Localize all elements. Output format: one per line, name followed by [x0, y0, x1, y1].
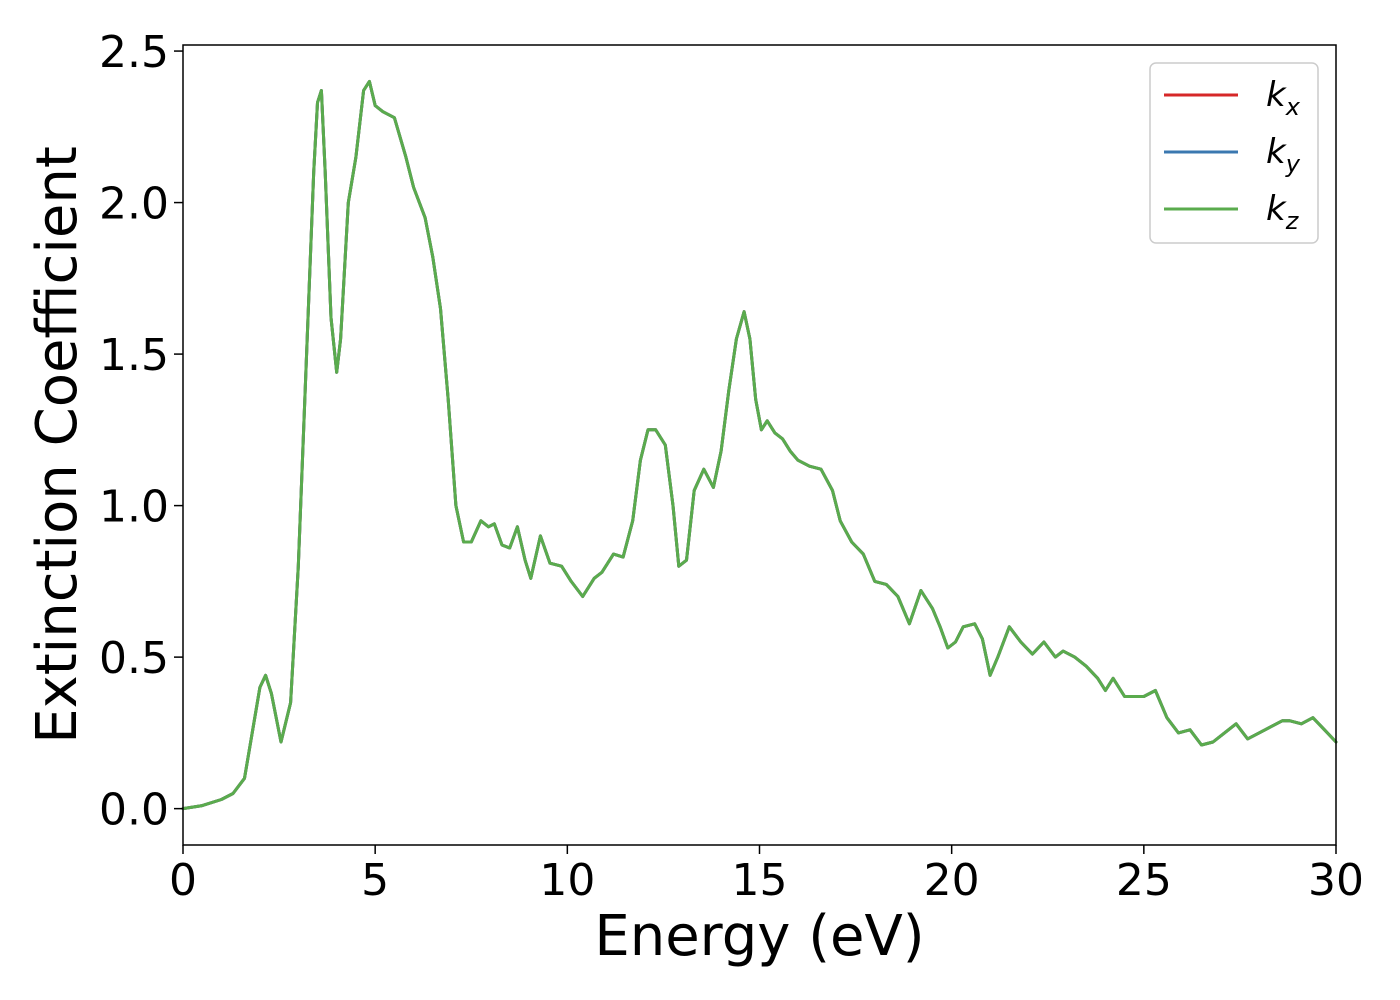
y-tick-label: 0.5 [99, 633, 169, 684]
x-axis-ticks: 0 5 10 15 20 25 30 [169, 845, 1364, 906]
x-tick-label: 5 [361, 855, 389, 906]
y-tick-label: 0.0 [99, 785, 169, 836]
series-line-kz [181, 79, 1338, 811]
x-tick-label: 15 [732, 855, 788, 906]
series-layer [181, 79, 1338, 811]
x-axis-label: Energy (eV) [594, 904, 924, 969]
y-axis-ticks: 0.0 0.5 1.0 1.5 2.0 2.5 [99, 27, 183, 836]
legend-label-base: k [1266, 189, 1287, 229]
y-tick-label: 2.5 [99, 27, 169, 78]
legend-label-base: k [1266, 132, 1287, 172]
legend-label-base: k [1266, 75, 1287, 115]
legend-label-subscript: z [1285, 207, 1300, 235]
legend-label-subscript: x [1285, 93, 1301, 121]
x-tick-label: 20 [924, 855, 980, 906]
legend-label-kx: kx [1266, 75, 1301, 121]
y-axis-label: Extinction Coefficient [25, 146, 90, 744]
x-tick-label: 0 [169, 855, 197, 906]
legend-label-ky: ky [1266, 132, 1301, 178]
x-tick-label: 30 [1308, 855, 1364, 906]
x-tick-label: 10 [539, 855, 595, 906]
x-tick-label: 25 [1116, 855, 1172, 906]
legend-label-kz: kz [1266, 189, 1300, 235]
legend-label-subscript: y [1285, 150, 1301, 178]
y-tick-label: 1.0 [99, 482, 169, 533]
y-tick-label: 2.0 [99, 179, 169, 230]
y-tick-label: 1.5 [99, 330, 169, 381]
